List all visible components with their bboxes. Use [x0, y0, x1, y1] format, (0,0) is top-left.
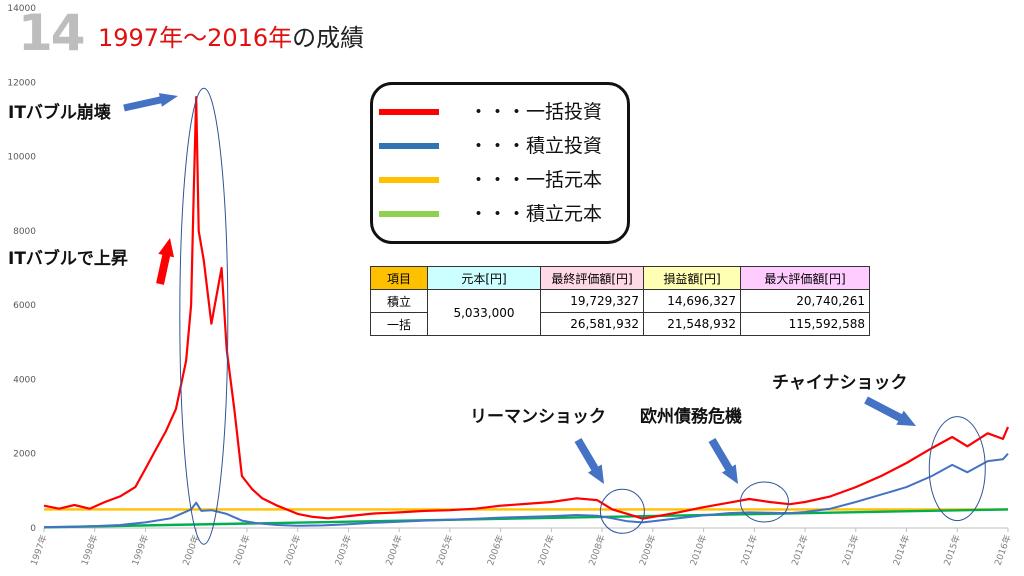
x-tick-label: 2014年: [890, 533, 912, 567]
x-tick-label: 1997年: [28, 533, 50, 567]
table-header-cell: 損益額[円]: [643, 266, 741, 290]
annotation-arrow: [123, 93, 179, 112]
table-cell-principal: 5,033,000: [427, 289, 541, 336]
legend-swatch: [379, 143, 439, 149]
table-cell-profit: 21,548,932: [643, 312, 741, 336]
table-header-cell: 最終評価額[円]: [540, 266, 644, 290]
series-group: [43, 96, 1010, 529]
table-cell-profit: 14,696,327: [643, 289, 741, 313]
y-tick-label: 2000: [13, 450, 36, 460]
x-tick-label: 2003年: [332, 533, 354, 567]
x-tick-label: 2010年: [687, 533, 709, 567]
legend-label: ・・・積立投資: [469, 135, 603, 157]
table-cell-max: 115,592,588: [740, 312, 870, 336]
x-tick-label: 2008年: [586, 533, 608, 567]
highlight-ellipse: [739, 481, 789, 523]
arrow-shape: [123, 93, 179, 112]
annotation-it-rise: ITバブルで上昇: [8, 249, 128, 269]
x-tick-label: 2001年: [231, 533, 253, 567]
table-row: 一括 26,581,932 21,548,932 115,592,588: [370, 312, 870, 336]
legend-item-dca: ・・・積立投資: [379, 131, 619, 161]
table-header-cell: 元本[円]: [427, 266, 541, 290]
legend-item-lump-sum: ・・・一括投資: [379, 97, 619, 127]
annotation-china: チャイナショック: [772, 373, 908, 393]
x-tick-label: 2013年: [839, 533, 861, 567]
y-tick-label: 0: [30, 524, 36, 534]
legend-swatch: [379, 109, 439, 115]
table-cell-label: 一括: [370, 312, 428, 336]
table-cell-label: 積立: [370, 289, 428, 313]
annotation-it-crash: ITバブル崩壊: [8, 103, 111, 123]
x-tick-label: 2005年: [434, 533, 456, 567]
table-cell-final: 19,729,327: [540, 289, 644, 313]
series-line-2: [43, 453, 1009, 529]
annotation-arrow: [708, 437, 738, 484]
x-tick-label: 1998年: [78, 533, 100, 567]
x-tick-label: 2007年: [535, 533, 557, 567]
highlight-ellipse: [928, 416, 986, 522]
y-tick-label: 8000: [13, 227, 36, 237]
annotation-lehman: リーマンショック: [470, 407, 606, 427]
x-tick-label: 2015年: [941, 533, 963, 567]
legend-item-dca-principal: ・・・積立元本: [379, 199, 619, 229]
legend-item-lump-principal: ・・・一括元本: [379, 165, 619, 195]
results-table: 項目 元本[円] 最終評価額[円] 損益額[円] 最大評価額[円] 積立 5,0…: [370, 266, 870, 336]
table-header-row: 項目 元本[円] 最終評価額[円] 損益額[円] 最大評価額[円]: [370, 266, 870, 290]
x-tick-label: 2004年: [383, 533, 405, 567]
annotation-euro: 欧州債務危機: [640, 407, 742, 427]
y-tick-label: 12000: [7, 78, 36, 88]
table-header-cell: 項目: [370, 266, 428, 290]
y-tick-label: 14000: [7, 4, 36, 14]
series-line-4: [43, 508, 1009, 529]
legend-swatch: [379, 211, 439, 217]
series-line-1: [43, 96, 1010, 520]
highlight-ellipse: [599, 488, 645, 534]
legend-swatch: [379, 177, 439, 183]
legend-box: ・・・一括投資 ・・・積立投資 ・・・一括元本 ・・・積立元本: [370, 82, 630, 244]
y-tick-label: 6000: [13, 301, 36, 311]
table-cell-max: 20,740,261: [740, 289, 870, 313]
arrow-shape: [864, 396, 916, 426]
highlight-ellipse: [179, 87, 229, 545]
arrow-shape: [574, 437, 604, 484]
table-cell-final: 26,581,932: [540, 312, 644, 336]
x-tick-label: 2009年: [636, 533, 658, 567]
slide-number: 14: [18, 4, 86, 62]
x-tick-label: 2006年: [484, 533, 506, 567]
overlay-group: [123, 87, 986, 545]
x-tick-label: 2016年: [992, 533, 1014, 567]
x-tick-label: 2012年: [789, 533, 811, 567]
annotation-arrow: [574, 437, 604, 484]
x-tick-label: 2002年: [281, 533, 303, 567]
legend-label: ・・・一括元本: [469, 169, 603, 191]
annotation-arrow: [156, 238, 174, 285]
y-tick-label: 10000: [7, 153, 36, 163]
slide-title-suffix: の成績: [292, 24, 365, 52]
slide-title: 1997年〜2016年の成績: [98, 18, 364, 53]
slide-title-period: 1997年〜2016年: [98, 24, 293, 52]
legend-label: ・・・積立元本: [469, 203, 603, 225]
x-tick-label: 2011年: [738, 533, 760, 567]
table-header-cell: 最大評価額[円]: [740, 266, 870, 290]
table-row: 積立 5,033,000 19,729,327 14,696,327 20,74…: [370, 289, 870, 336]
x-tick-label: 1999年: [129, 533, 151, 567]
arrow-shape: [156, 238, 174, 285]
y-tick-label: 4000: [13, 375, 36, 385]
legend-label: ・・・一括投資: [469, 101, 603, 123]
arrow-shape: [708, 437, 738, 484]
annotation-arrow: [864, 396, 916, 426]
